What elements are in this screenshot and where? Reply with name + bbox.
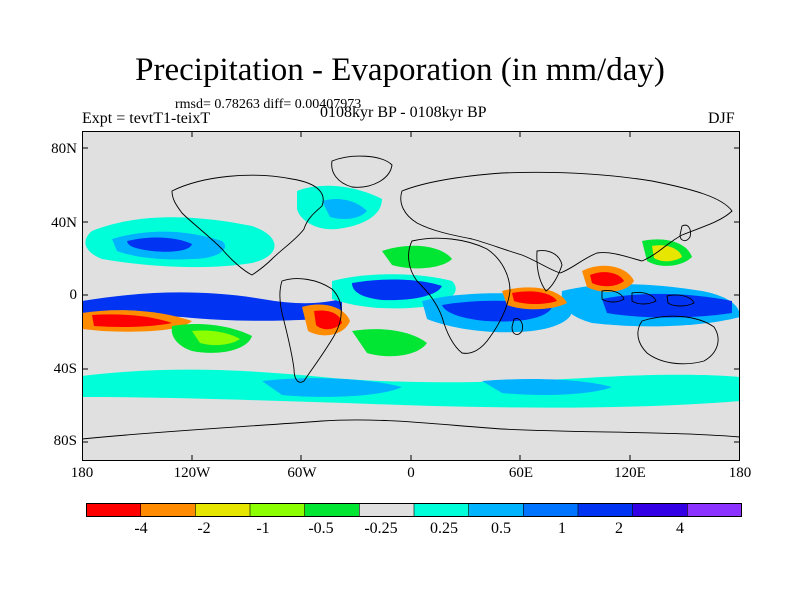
axis-ticks xyxy=(82,131,740,461)
colorbar-label: -0.25 xyxy=(364,520,398,537)
y-tick-label: 40N xyxy=(51,215,77,231)
y-tick-label: 80N xyxy=(51,141,77,157)
colorbar-label: -4 xyxy=(134,520,148,537)
colorbar-cell xyxy=(249,503,306,517)
colorbar-cell xyxy=(359,503,415,517)
colorbar-label: 1 xyxy=(558,520,566,537)
colorbar-cell xyxy=(304,503,361,517)
colorbar-cell xyxy=(523,503,579,517)
colorbar-cell xyxy=(632,503,689,517)
stats-text: rmsd= 0.78263 diff= 0.00407973 xyxy=(175,97,362,112)
colorbar-label: 0.25 xyxy=(430,520,458,537)
y-tick-label: 80S xyxy=(53,433,77,449)
colorbar-label: -2 xyxy=(197,520,211,537)
x-tick-label: 60W xyxy=(287,465,317,481)
colorbar xyxy=(86,503,742,517)
x-tick-label: 120E xyxy=(614,465,646,481)
colorbar-cell xyxy=(577,503,634,517)
colorbar-label: 2 xyxy=(615,520,623,537)
colorbar-cell xyxy=(468,503,525,517)
y-tick-label: 0 xyxy=(69,287,78,303)
contour-fields xyxy=(82,185,740,408)
colorbar-cell xyxy=(413,503,470,517)
x-tick-label: 120W xyxy=(173,465,211,481)
x-tick-label: 180 xyxy=(70,465,94,481)
colorbar-cell xyxy=(195,503,251,517)
colorbar-label: -1 xyxy=(256,520,270,537)
colorbar-cell xyxy=(687,503,742,517)
season-label: DJF xyxy=(708,110,735,127)
map-title: Precipitation - Evaporation (in mm/day) xyxy=(135,52,665,88)
coastlines xyxy=(82,155,740,440)
x-tick-label: 60E xyxy=(508,465,534,481)
map-panel xyxy=(82,131,740,461)
period-label: 0108kyr BP - 0108kyr BP xyxy=(320,104,487,121)
colorbar-cell xyxy=(140,503,197,517)
x-tick-label: 0 xyxy=(407,465,415,481)
experiment-label: Expt = tevtT1-teixT xyxy=(82,110,211,127)
colorbar-label: 4 xyxy=(676,520,684,537)
x-tick-label: 180 xyxy=(728,465,752,481)
colorbar-label: -0.5 xyxy=(308,520,334,537)
colorbar-label: 0.5 xyxy=(491,520,511,537)
colorbar-cell xyxy=(86,503,142,517)
y-tick-label: 40S xyxy=(53,361,77,377)
